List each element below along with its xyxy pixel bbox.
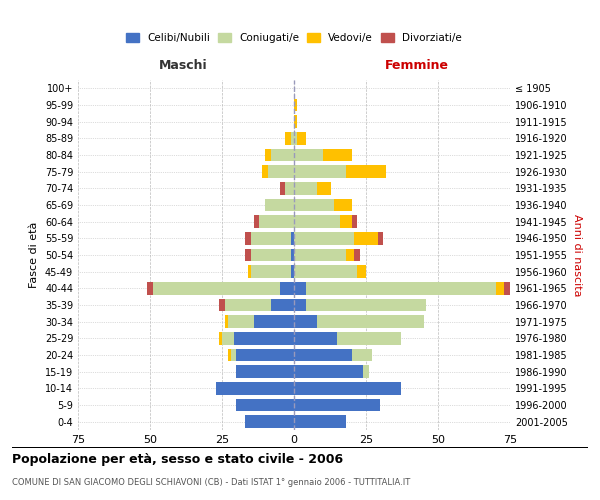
Bar: [280, 282, 294, 294]
Bar: [294, 198, 334, 211]
Bar: [294, 282, 305, 294]
Bar: [291, 248, 294, 261]
Bar: [291, 266, 294, 278]
Bar: [280, 182, 286, 194]
Bar: [340, 216, 352, 228]
Bar: [352, 216, 358, 228]
Bar: [245, 416, 294, 428]
Bar: [294, 232, 355, 244]
Bar: [355, 232, 377, 244]
Bar: [251, 266, 291, 278]
Bar: [294, 248, 346, 261]
Bar: [271, 298, 294, 311]
Bar: [317, 316, 424, 328]
Bar: [230, 349, 236, 361]
Bar: [265, 149, 271, 161]
Bar: [245, 232, 251, 244]
Bar: [337, 332, 401, 344]
Bar: [286, 132, 291, 144]
Bar: [236, 399, 294, 411]
Bar: [219, 298, 225, 311]
Bar: [294, 298, 305, 311]
Bar: [291, 232, 294, 244]
Bar: [294, 99, 297, 112]
Bar: [377, 232, 383, 244]
Bar: [259, 216, 294, 228]
Bar: [286, 182, 294, 194]
Text: COMUNE DI SAN GIACOMO DEGLI SCHIAVONI (CB) - Dati ISTAT 1° gennaio 2006 - TUTTIT: COMUNE DI SAN GIACOMO DEGLI SCHIAVONI (C…: [12, 478, 410, 487]
Text: Maschi: Maschi: [158, 59, 208, 72]
Bar: [294, 132, 297, 144]
Bar: [251, 232, 291, 244]
Bar: [294, 116, 297, 128]
Bar: [271, 149, 294, 161]
Bar: [317, 182, 331, 194]
Bar: [216, 382, 294, 394]
Bar: [268, 166, 294, 178]
Bar: [225, 298, 271, 311]
Bar: [294, 216, 340, 228]
Bar: [297, 132, 305, 144]
Bar: [254, 216, 259, 228]
Bar: [291, 132, 294, 144]
Bar: [225, 316, 228, 328]
Bar: [496, 282, 504, 294]
Bar: [294, 349, 352, 361]
Bar: [228, 316, 254, 328]
Bar: [346, 166, 386, 178]
Y-axis label: Anni di nascita: Anni di nascita: [572, 214, 581, 296]
Bar: [251, 248, 291, 261]
Bar: [352, 349, 372, 361]
Bar: [236, 349, 294, 361]
Bar: [323, 149, 352, 161]
Bar: [219, 332, 222, 344]
Bar: [294, 416, 346, 428]
Bar: [248, 266, 251, 278]
Bar: [294, 182, 317, 194]
Bar: [355, 248, 360, 261]
Y-axis label: Fasce di età: Fasce di età: [29, 222, 39, 288]
Bar: [222, 332, 233, 344]
Bar: [233, 332, 294, 344]
Bar: [294, 399, 380, 411]
Bar: [346, 248, 355, 261]
Bar: [262, 166, 268, 178]
Bar: [265, 198, 294, 211]
Bar: [236, 366, 294, 378]
Bar: [294, 316, 317, 328]
Bar: [305, 282, 496, 294]
Bar: [254, 316, 294, 328]
Bar: [294, 366, 363, 378]
Bar: [363, 366, 369, 378]
Text: Popolazione per età, sesso e stato civile - 2006: Popolazione per età, sesso e stato civil…: [12, 452, 343, 466]
Legend: Celibi/Nubili, Coniugati/e, Vedovi/e, Divorziati/e: Celibi/Nubili, Coniugati/e, Vedovi/e, Di…: [126, 32, 462, 43]
Bar: [245, 248, 251, 261]
Bar: [294, 382, 401, 394]
Bar: [294, 332, 337, 344]
Bar: [294, 149, 323, 161]
Bar: [147, 282, 153, 294]
Bar: [294, 166, 346, 178]
Bar: [358, 266, 366, 278]
Bar: [294, 266, 358, 278]
Bar: [228, 349, 230, 361]
Text: Femmine: Femmine: [385, 59, 449, 72]
Bar: [153, 282, 280, 294]
Bar: [305, 298, 427, 311]
Bar: [504, 282, 510, 294]
Bar: [334, 198, 352, 211]
